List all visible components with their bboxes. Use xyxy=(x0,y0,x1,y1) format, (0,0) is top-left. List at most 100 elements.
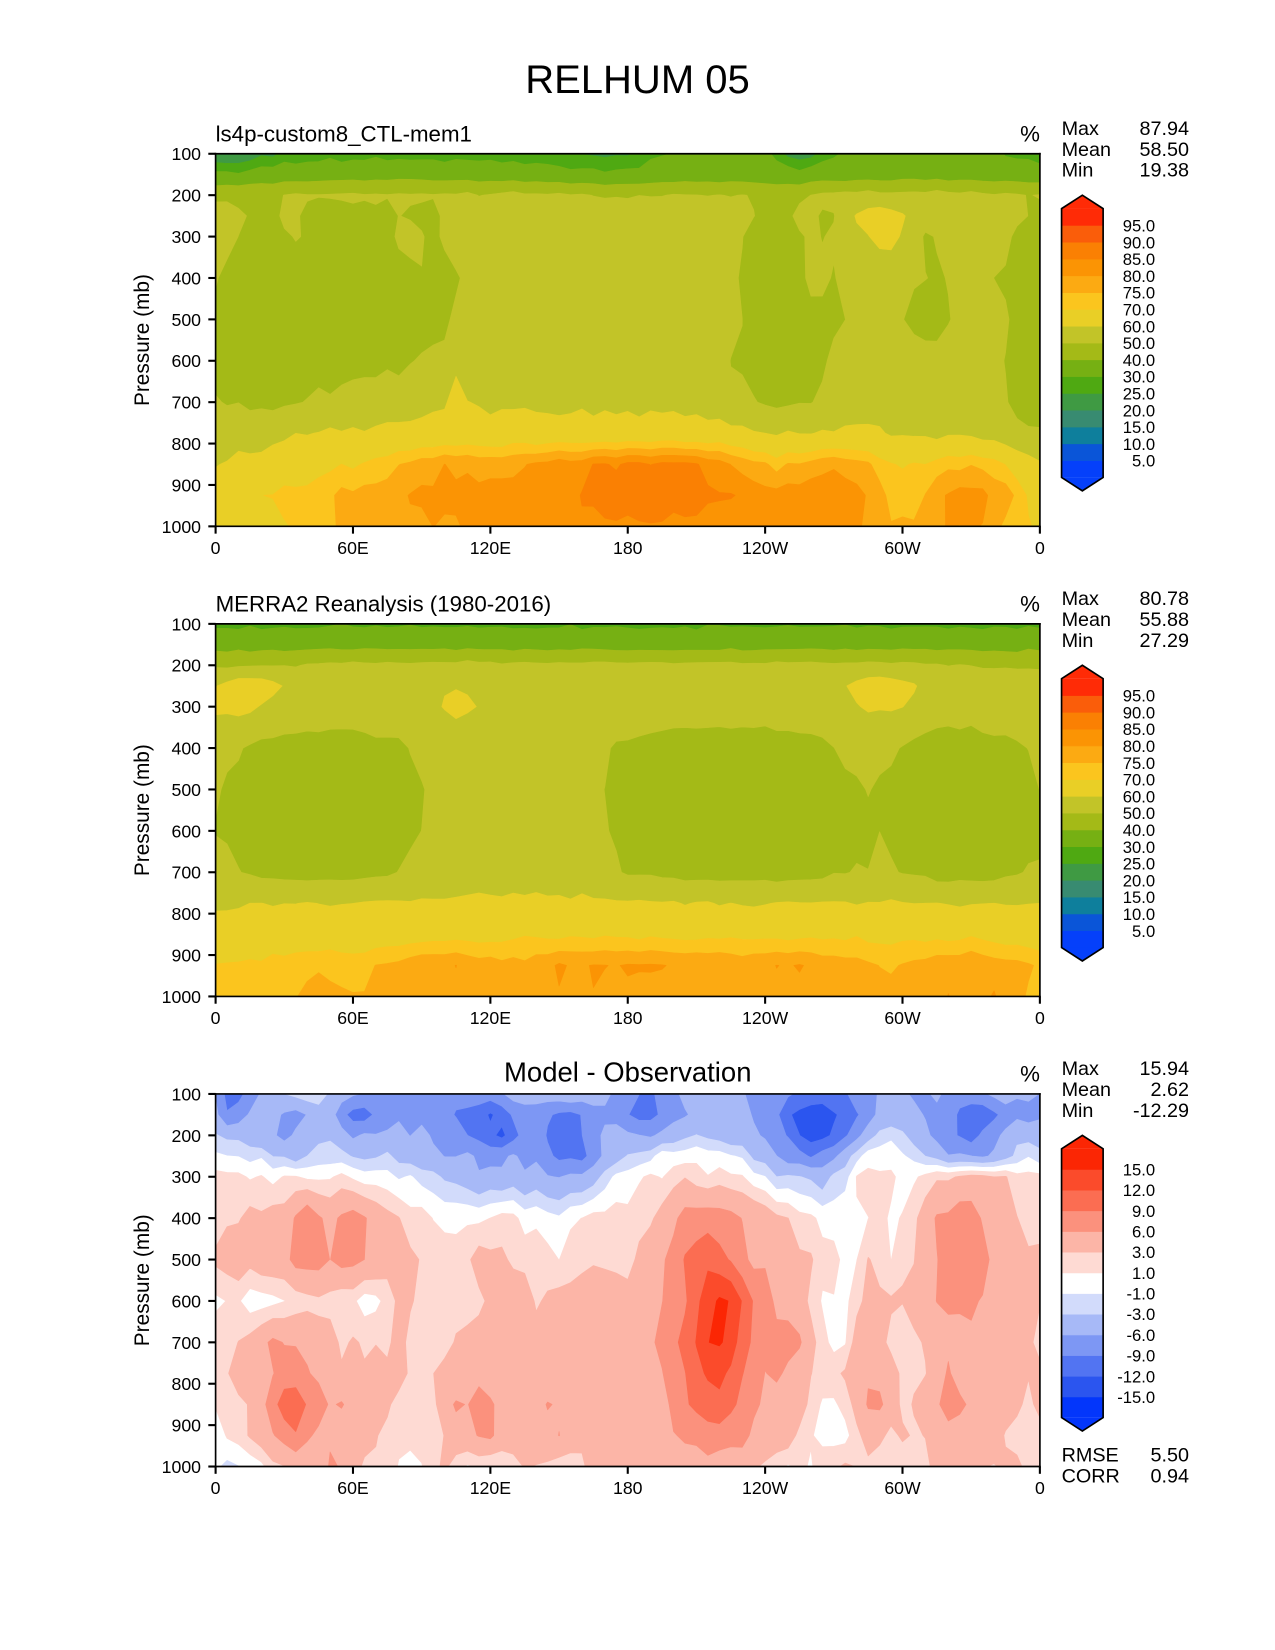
svg-text:-12.29: -12.29 xyxy=(1133,1100,1189,1122)
svg-text:6.0: 6.0 xyxy=(1132,1223,1155,1242)
svg-text:Min: Min xyxy=(1062,630,1094,652)
svg-text:CORR: CORR xyxy=(1062,1465,1120,1487)
svg-text:300: 300 xyxy=(172,1167,202,1187)
svg-text:70.0: 70.0 xyxy=(1123,771,1155,790)
svg-text:Min: Min xyxy=(1062,1100,1094,1122)
svg-text:Pressure (mb): Pressure (mb) xyxy=(131,274,154,406)
svg-text:-15.0: -15.0 xyxy=(1117,1388,1155,1407)
svg-text:58.50: 58.50 xyxy=(1140,139,1190,161)
svg-text:75.0: 75.0 xyxy=(1123,754,1155,773)
svg-text:9.0: 9.0 xyxy=(1132,1202,1155,1221)
svg-text:%: % xyxy=(1020,1061,1040,1086)
svg-text:85.0: 85.0 xyxy=(1123,250,1155,269)
svg-text:120W: 120W xyxy=(742,538,789,558)
svg-text:0: 0 xyxy=(211,1478,221,1498)
svg-text:85.0: 85.0 xyxy=(1123,720,1155,739)
svg-text:800: 800 xyxy=(172,1374,202,1394)
svg-text:RMSE: RMSE xyxy=(1062,1444,1119,1466)
svg-text:27.29: 27.29 xyxy=(1140,630,1190,652)
svg-text:1000: 1000 xyxy=(162,517,202,537)
svg-text:900: 900 xyxy=(172,475,202,495)
svg-text:Min: Min xyxy=(1062,160,1094,182)
svg-text:-3.0: -3.0 xyxy=(1127,1305,1156,1324)
svg-text:Mean: Mean xyxy=(1062,609,1111,631)
svg-text:180: 180 xyxy=(613,1478,643,1498)
svg-text:40.0: 40.0 xyxy=(1123,821,1155,840)
svg-text:40.0: 40.0 xyxy=(1123,351,1155,370)
svg-text:30.0: 30.0 xyxy=(1123,838,1155,857)
svg-text:10.0: 10.0 xyxy=(1123,435,1155,454)
svg-text:RELHUM 05: RELHUM 05 xyxy=(525,58,750,102)
svg-text:%: % xyxy=(1020,121,1040,146)
svg-text:200: 200 xyxy=(172,656,202,676)
svg-text:120E: 120E xyxy=(470,538,512,558)
svg-text:200: 200 xyxy=(172,1126,202,1146)
svg-text:20.0: 20.0 xyxy=(1123,871,1155,890)
svg-text:Max: Max xyxy=(1062,1058,1099,1080)
svg-text:60W: 60W xyxy=(884,538,921,558)
svg-text:700: 700 xyxy=(172,1333,202,1353)
svg-text:180: 180 xyxy=(613,1008,643,1028)
svg-text:80.78: 80.78 xyxy=(1140,588,1190,610)
svg-text:5.50: 5.50 xyxy=(1151,1444,1190,1466)
svg-text:Model - Observation: Model - Observation xyxy=(504,1056,751,1087)
svg-text:500: 500 xyxy=(172,310,202,330)
svg-text:Max: Max xyxy=(1062,588,1099,610)
svg-text:30.0: 30.0 xyxy=(1123,368,1155,387)
svg-text:15.94: 15.94 xyxy=(1140,1058,1190,1080)
svg-text:800: 800 xyxy=(172,434,202,454)
svg-text:180: 180 xyxy=(613,538,643,558)
svg-text:55.88: 55.88 xyxy=(1140,609,1190,631)
svg-text:95.0: 95.0 xyxy=(1123,687,1155,706)
svg-text:60E: 60E xyxy=(337,538,369,558)
svg-text:-6.0: -6.0 xyxy=(1127,1326,1156,1345)
svg-text:2.62: 2.62 xyxy=(1151,1079,1190,1101)
svg-text:400: 400 xyxy=(172,738,202,758)
svg-text:70.0: 70.0 xyxy=(1123,300,1155,319)
svg-text:90.0: 90.0 xyxy=(1123,233,1155,252)
svg-text:800: 800 xyxy=(172,904,202,924)
svg-text:5.0: 5.0 xyxy=(1132,922,1155,941)
svg-text:200: 200 xyxy=(172,186,202,206)
svg-text:120E: 120E xyxy=(470,1008,512,1028)
svg-text:60W: 60W xyxy=(884,1008,921,1028)
svg-text:1000: 1000 xyxy=(162,1457,202,1477)
svg-text:0: 0 xyxy=(211,1008,221,1028)
svg-text:0: 0 xyxy=(1035,1008,1045,1028)
svg-text:700: 700 xyxy=(172,393,202,413)
svg-text:700: 700 xyxy=(172,863,202,883)
svg-text:3.0: 3.0 xyxy=(1132,1243,1155,1262)
svg-text:400: 400 xyxy=(172,1209,202,1229)
svg-text:90.0: 90.0 xyxy=(1123,703,1155,722)
svg-text:60E: 60E xyxy=(337,1008,369,1028)
svg-text:Mean: Mean xyxy=(1062,139,1111,161)
svg-text:600: 600 xyxy=(172,1291,202,1311)
svg-text:80.0: 80.0 xyxy=(1123,737,1155,756)
svg-text:ls4p-custom8_CTL-mem1: ls4p-custom8_CTL-mem1 xyxy=(216,121,472,146)
svg-text:0: 0 xyxy=(1035,538,1045,558)
svg-text:0: 0 xyxy=(211,538,221,558)
svg-text:MERRA2 Reanalysis (1980-2016): MERRA2 Reanalysis (1980-2016) xyxy=(216,591,552,616)
svg-text:%: % xyxy=(1020,591,1040,616)
svg-text:Pressure (mb): Pressure (mb) xyxy=(131,744,154,876)
svg-text:0.94: 0.94 xyxy=(1151,1465,1190,1487)
svg-text:95.0: 95.0 xyxy=(1123,216,1155,235)
svg-text:Max: Max xyxy=(1062,118,1099,140)
svg-text:15.0: 15.0 xyxy=(1123,418,1155,437)
svg-text:900: 900 xyxy=(172,1416,202,1436)
svg-text:12.0: 12.0 xyxy=(1123,1181,1155,1200)
svg-text:-1.0: -1.0 xyxy=(1127,1285,1156,1304)
svg-text:87.94: 87.94 xyxy=(1140,118,1190,140)
svg-text:50.0: 50.0 xyxy=(1123,804,1155,823)
svg-text:15.0: 15.0 xyxy=(1123,1161,1155,1180)
svg-text:60W: 60W xyxy=(884,1478,921,1498)
svg-text:60.0: 60.0 xyxy=(1123,317,1155,336)
svg-text:120W: 120W xyxy=(742,1008,789,1028)
svg-text:400: 400 xyxy=(172,268,202,288)
svg-text:10.0: 10.0 xyxy=(1123,905,1155,924)
svg-text:25.0: 25.0 xyxy=(1123,384,1155,403)
svg-text:60.0: 60.0 xyxy=(1123,787,1155,806)
svg-text:500: 500 xyxy=(172,1250,202,1270)
svg-text:75.0: 75.0 xyxy=(1123,284,1155,303)
svg-text:50.0: 50.0 xyxy=(1123,334,1155,353)
